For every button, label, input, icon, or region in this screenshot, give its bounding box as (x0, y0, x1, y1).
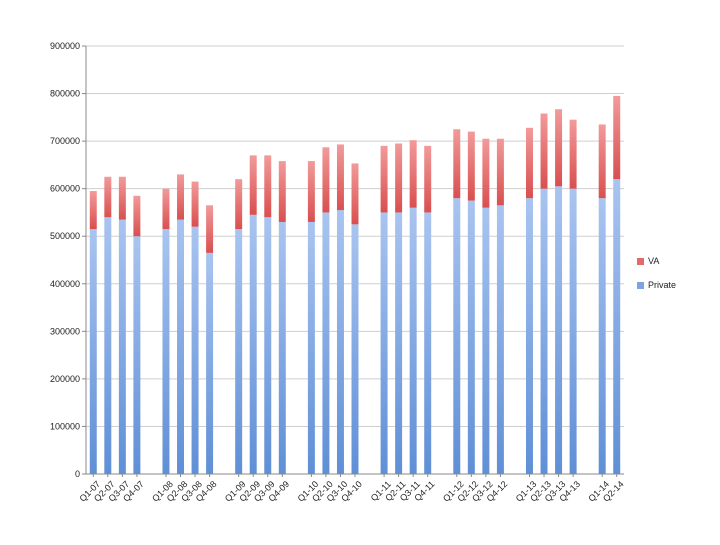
legend-item-va: VA (637, 256, 676, 266)
bar-private-q4-07 (133, 236, 141, 474)
bar-va-q1-10 (307, 161, 315, 222)
bar-private-q2-13 (540, 188, 548, 474)
bar-va-q3-13 (555, 109, 563, 187)
y-tick-label: 900000 (50, 41, 80, 51)
bar-private-q2-07 (104, 217, 112, 474)
bar-va-q1-07 (89, 191, 97, 230)
bar-private-q1-11 (380, 212, 388, 474)
bar-private-q3-07 (118, 219, 126, 474)
bar-private-q4-11 (424, 212, 432, 474)
bar-va-q4-12 (496, 138, 504, 206)
bar-va-q4-07 (133, 195, 141, 237)
bar-va-q1-09 (235, 179, 243, 230)
y-tick-label: 700000 (50, 136, 80, 146)
bar-private-q1-09 (235, 229, 243, 474)
y-tick-label: 800000 (50, 89, 80, 99)
bar-va-q2-07 (104, 176, 112, 218)
y-tick-label: 200000 (50, 374, 80, 384)
bar-private-q3-12 (482, 207, 490, 474)
bar-private-q1-08 (162, 229, 170, 474)
bar-private-q2-09 (249, 214, 257, 475)
bar-va-q3-11 (409, 140, 417, 208)
bar-private-q1-14 (598, 198, 606, 474)
bar-va-q1-13 (525, 127, 533, 199)
bar-private-q1-10 (307, 221, 315, 474)
bar-va-q1-08 (162, 188, 170, 230)
bar-private-q1-12 (453, 198, 461, 474)
bar-private-q3-10 (336, 210, 344, 475)
bar-va-q3-07 (118, 176, 126, 220)
y-tick-label: 400000 (50, 279, 80, 289)
bar-va-q2-13 (540, 113, 548, 189)
bar-private-q4-09 (278, 221, 286, 474)
bar-va-q4-08 (206, 205, 214, 253)
legend-swatch-va (637, 257, 644, 265)
bar-private-q4-08 (206, 252, 214, 474)
bar-private-q2-11 (395, 212, 403, 474)
bar-va-q4-09 (278, 161, 286, 222)
y-tick-label: 600000 (50, 184, 80, 194)
bar-va-q3-08 (191, 181, 199, 227)
bar-private-q3-09 (264, 217, 272, 474)
legend-swatch-private (637, 281, 644, 289)
legend: VA Private (637, 256, 676, 304)
bar-va-q2-12 (467, 131, 475, 201)
bar-va-q4-10 (351, 163, 359, 225)
bar-va-q2-14 (613, 95, 621, 180)
bar-private-q3-13 (555, 186, 563, 475)
bar-private-q4-10 (351, 224, 359, 474)
bar-va-q1-11 (380, 145, 388, 213)
legend-label-private: Private (648, 280, 677, 290)
bar-private-q3-11 (409, 207, 417, 474)
bar-private-q4-13 (569, 188, 577, 474)
bar-va-q4-11 (424, 145, 432, 213)
bar-private-q3-08 (191, 226, 199, 474)
legend-item-private: Private (637, 280, 676, 290)
bar-private-q1-07 (89, 229, 97, 474)
y-tick-label: 300000 (50, 326, 80, 336)
bar-private-q4-12 (496, 205, 504, 475)
bar-va-q4-13 (569, 119, 577, 189)
y-tick-label: 500000 (50, 231, 80, 241)
bar-va-q3-10 (336, 144, 344, 211)
bars (89, 95, 621, 475)
bar-private-q2-08 (177, 219, 185, 474)
bar-private-q2-10 (322, 212, 330, 474)
bar-va-q3-09 (264, 155, 272, 218)
legend-label-va: VA (648, 256, 660, 266)
bar-va-q2-11 (395, 143, 403, 213)
bar-va-q2-10 (322, 147, 330, 213)
bar-va-q3-12 (482, 138, 490, 208)
bar-private-q2-14 (613, 179, 621, 474)
bar-va-q1-12 (453, 129, 461, 199)
y-tick-label: 100000 (50, 421, 80, 431)
bar-va-q2-08 (177, 174, 185, 220)
bar-private-q2-12 (467, 200, 475, 475)
y-tick-label: 0 (75, 469, 80, 479)
bar-private-q1-13 (525, 198, 533, 474)
bar-va-q1-14 (598, 124, 606, 199)
bar-va-q2-09 (249, 155, 257, 215)
